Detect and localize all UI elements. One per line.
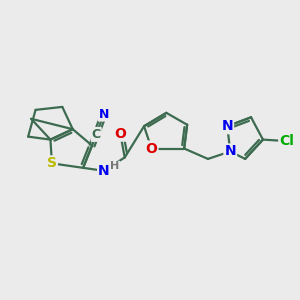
Text: N: N <box>224 145 236 158</box>
Text: Cl: Cl <box>279 134 294 148</box>
Text: N: N <box>99 108 109 121</box>
Text: O: O <box>114 127 126 141</box>
Text: H: H <box>110 161 120 171</box>
Text: S: S <box>47 156 57 170</box>
Text: C: C <box>92 128 101 141</box>
Text: O: O <box>146 142 158 155</box>
Text: N: N <box>98 164 110 178</box>
Text: N: N <box>221 119 233 133</box>
